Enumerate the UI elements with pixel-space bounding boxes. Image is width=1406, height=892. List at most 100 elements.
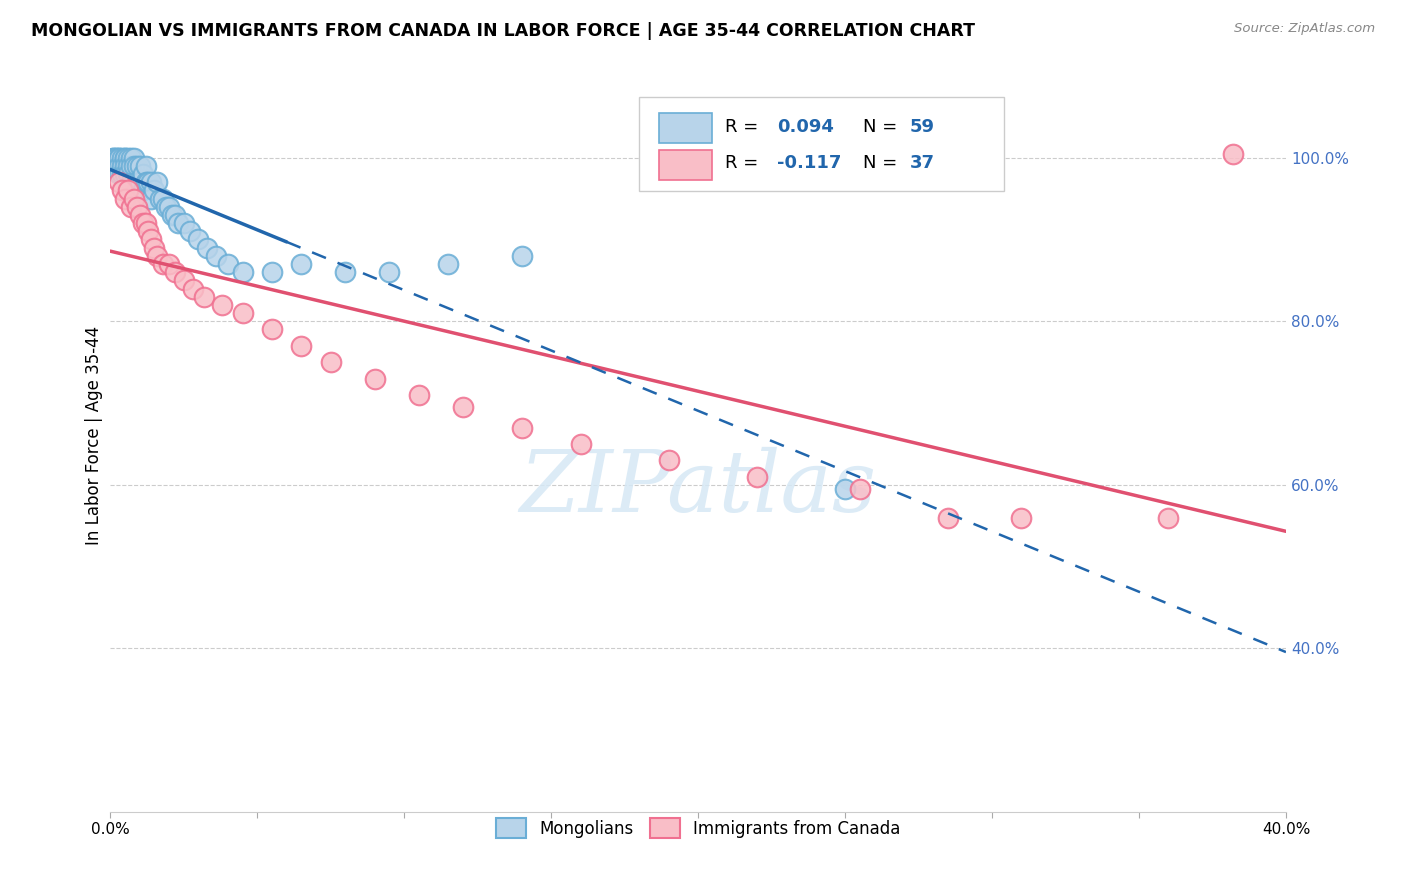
Point xyxy=(141,175,163,189)
Point xyxy=(108,151,131,165)
Point xyxy=(510,249,533,263)
Point xyxy=(114,151,136,165)
Point xyxy=(408,388,430,402)
Point xyxy=(152,257,174,271)
Point xyxy=(195,241,218,255)
Point xyxy=(155,200,177,214)
Point xyxy=(260,322,283,336)
Point xyxy=(187,232,209,246)
Point xyxy=(108,175,131,189)
Point xyxy=(111,167,134,181)
Text: 37: 37 xyxy=(910,154,935,172)
Point xyxy=(232,306,254,320)
Point xyxy=(135,159,157,173)
Point xyxy=(111,151,134,165)
Point xyxy=(290,257,312,271)
Point xyxy=(849,482,872,496)
Point xyxy=(120,159,142,173)
Point xyxy=(125,200,148,214)
Point xyxy=(167,216,190,230)
Point xyxy=(378,265,401,279)
Point xyxy=(117,183,139,197)
Point xyxy=(128,159,150,173)
Point xyxy=(103,151,125,165)
Point xyxy=(141,192,163,206)
Point xyxy=(160,208,183,222)
Point xyxy=(260,265,283,279)
Point xyxy=(114,192,136,206)
Point xyxy=(1222,146,1244,161)
Point xyxy=(122,159,145,173)
Point xyxy=(335,265,357,279)
Point xyxy=(205,249,228,263)
Point xyxy=(217,257,239,271)
Point xyxy=(143,183,166,197)
FancyBboxPatch shape xyxy=(640,97,1004,191)
Y-axis label: In Labor Force | Age 35-44: In Labor Force | Age 35-44 xyxy=(86,326,103,545)
Text: Source: ZipAtlas.com: Source: ZipAtlas.com xyxy=(1234,22,1375,36)
Point xyxy=(111,159,134,173)
Point xyxy=(111,183,134,197)
Text: R =: R = xyxy=(725,154,763,172)
Point xyxy=(138,175,160,189)
Point xyxy=(128,175,150,189)
Point xyxy=(745,469,768,483)
Point xyxy=(105,151,128,165)
Point xyxy=(141,232,163,246)
Point xyxy=(152,192,174,206)
Point xyxy=(146,249,169,263)
Point xyxy=(179,224,201,238)
Point xyxy=(105,159,128,173)
Point xyxy=(451,400,474,414)
Point xyxy=(117,167,139,181)
Point xyxy=(173,273,195,287)
Point xyxy=(135,216,157,230)
Text: 0.094: 0.094 xyxy=(778,118,834,136)
Point xyxy=(569,437,592,451)
Point xyxy=(149,192,172,206)
Point xyxy=(103,151,125,165)
Point xyxy=(114,151,136,165)
Point xyxy=(117,151,139,165)
Point xyxy=(173,216,195,230)
Text: -0.117: -0.117 xyxy=(778,154,841,172)
Point xyxy=(232,265,254,279)
Point xyxy=(834,482,856,496)
Point xyxy=(510,420,533,434)
Point xyxy=(163,265,186,279)
Point xyxy=(181,281,204,295)
Text: N =: N = xyxy=(863,118,903,136)
Point xyxy=(319,355,342,369)
Point xyxy=(120,175,142,189)
Point xyxy=(114,167,136,181)
Point xyxy=(122,151,145,165)
Point xyxy=(138,224,160,238)
Point xyxy=(105,151,128,165)
Text: ZIPatlas: ZIPatlas xyxy=(520,447,877,530)
Point xyxy=(936,510,959,524)
Point xyxy=(131,183,153,197)
FancyBboxPatch shape xyxy=(659,113,713,144)
Point xyxy=(157,200,180,214)
Point xyxy=(117,159,139,173)
Point xyxy=(131,167,153,181)
Point xyxy=(120,200,142,214)
Text: R =: R = xyxy=(725,118,763,136)
Point xyxy=(1010,510,1032,524)
Text: 59: 59 xyxy=(910,118,935,136)
Point xyxy=(128,208,150,222)
Point xyxy=(122,175,145,189)
Point xyxy=(364,371,387,385)
Point xyxy=(114,159,136,173)
Point xyxy=(146,175,169,189)
Point xyxy=(437,257,460,271)
Point xyxy=(108,167,131,181)
Point xyxy=(125,159,148,173)
Point xyxy=(658,453,681,467)
Point xyxy=(157,257,180,271)
Point xyxy=(122,192,145,206)
Point xyxy=(290,339,312,353)
Point xyxy=(125,175,148,189)
Point xyxy=(193,290,215,304)
Point xyxy=(163,208,186,222)
